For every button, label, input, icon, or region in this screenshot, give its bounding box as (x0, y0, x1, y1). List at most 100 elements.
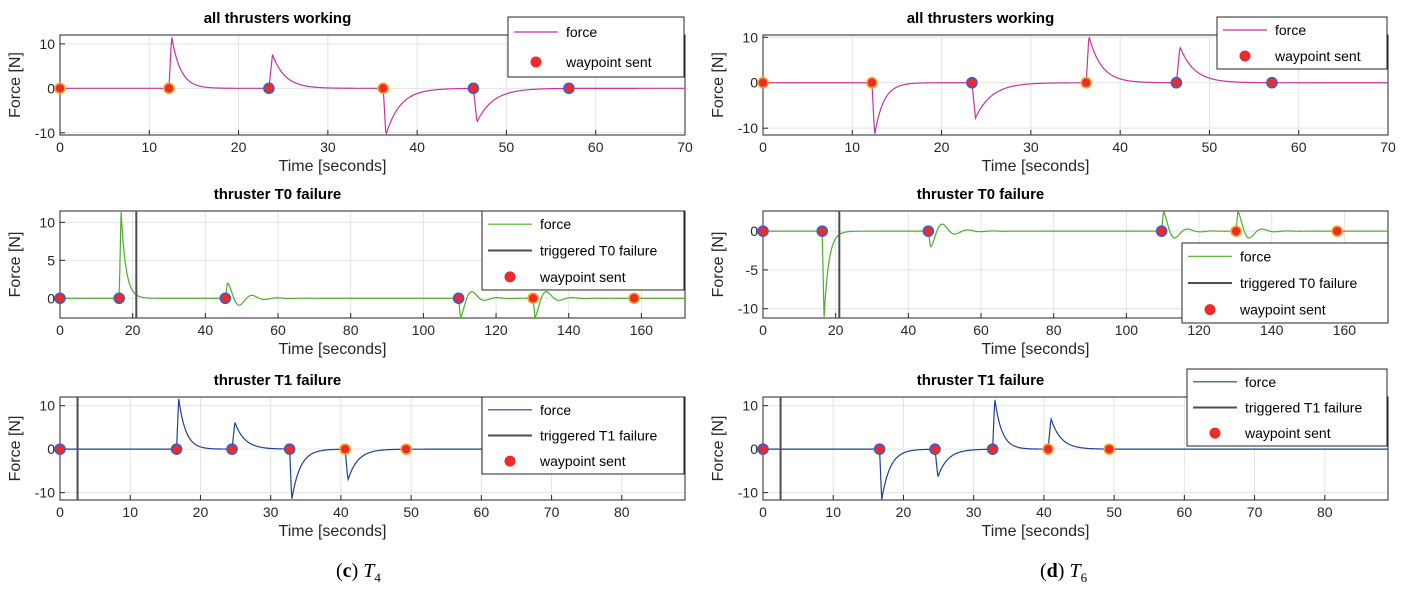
legend-label: force (540, 402, 571, 418)
waypoint-marker (1103, 443, 1116, 455)
legend: force waypoint sent (507, 16, 685, 78)
legend-label: waypoint sent (1239, 302, 1326, 318)
x-tick-label: 60 (270, 322, 286, 338)
waypoint-marker (54, 82, 66, 95)
x-tick-label: 30 (320, 139, 336, 155)
x-tick-label: 40 (333, 504, 349, 520)
y-tick-label: 0 (750, 223, 758, 239)
x-tick-label: 60 (973, 322, 989, 338)
x-tick-label: 50 (1202, 139, 1218, 155)
legend: force triggered T0 failure waypoint sent (481, 210, 685, 291)
x-tick-label: 70 (677, 139, 693, 155)
waypoint-marker (1331, 225, 1343, 237)
y-tick-label: -10 (35, 485, 55, 501)
x-tick-label: 60 (588, 139, 604, 155)
legend-label: force (540, 216, 571, 232)
x-tick-label: 60 (474, 504, 490, 520)
x-tick-label: 40 (901, 322, 917, 338)
legend: force triggered T1 failure waypoint sent (1186, 368, 1388, 447)
y-tick-label: 0 (750, 75, 758, 91)
y-axis-label: Force [N] (710, 52, 727, 118)
y-axis-label: Force [N] (710, 416, 727, 482)
x-axis-label: Time [seconds] (982, 158, 1090, 175)
y-tick-label: 10 (742, 398, 758, 414)
x-tick-label: 0 (56, 504, 64, 520)
y-tick-label: -10 (35, 125, 55, 141)
x-tick-label: 10 (844, 139, 860, 155)
x-tick-label: 70 (1380, 139, 1396, 155)
legend: force triggered T1 failure waypoint sent (481, 396, 685, 475)
x-tick-label: 80 (1317, 504, 1333, 520)
legend-label: force (566, 24, 597, 40)
waypoint-marker (170, 443, 183, 455)
y-tick-label: -10 (738, 120, 758, 136)
x-tick-label: 50 (1106, 504, 1122, 520)
x-axis-label: Time [seconds] (279, 158, 387, 175)
waypoint-marker (527, 292, 539, 305)
legend-label: waypoint sent (1274, 48, 1361, 64)
waypoint-marker (986, 443, 999, 455)
waypoint-marker (966, 76, 978, 89)
legend-label: triggered T0 failure (540, 243, 657, 259)
x-tick-label: 100 (1115, 322, 1139, 338)
x-tick-label: 0 (759, 322, 767, 338)
legend-marker-swatch (1204, 304, 1216, 316)
x-tick-label: 60 (1291, 139, 1307, 155)
x-tick-label: 10 (141, 139, 157, 155)
waypoint-marker (54, 292, 66, 305)
caption-c: (c) T4 (336, 560, 381, 585)
legend: force waypoint sent (1216, 16, 1388, 70)
x-axis-label: Time [seconds] (982, 341, 1090, 358)
waypoint-marker (163, 82, 175, 95)
y-tick-label: -5 (746, 262, 759, 278)
y-tick-label: 0 (47, 290, 55, 306)
legend-label: waypoint sent (565, 54, 652, 70)
waypoint-marker (339, 443, 351, 455)
plot-area (59, 210, 686, 319)
y-tick-label: 10 (39, 214, 55, 230)
x-tick-label: 30 (966, 504, 982, 520)
waypoint-marker (922, 225, 935, 237)
x-tick-label: 160 (1333, 322, 1357, 338)
x-tick-label: 10 (825, 504, 841, 520)
y-tick-label: 10 (39, 36, 55, 52)
waypoint-marker (283, 443, 296, 455)
waypoint-marker (400, 443, 413, 455)
waypoint-marker (1230, 225, 1242, 237)
x-tick-label: 40 (1036, 504, 1052, 520)
x-axis-label: Time [seconds] (982, 523, 1090, 540)
x-tick-label: 80 (1046, 322, 1062, 338)
x-tick-label: 140 (1260, 322, 1284, 338)
x-tick-label: 0 (56, 322, 64, 338)
x-tick-label: 70 (1247, 504, 1263, 520)
waypoint-marker (1266, 76, 1278, 89)
waypoint-marker (452, 292, 465, 305)
waypoint-marker (757, 443, 769, 455)
x-tick-label: 0 (56, 139, 64, 155)
y-axis-label: Force [N] (7, 52, 24, 118)
waypoint-marker (1042, 443, 1054, 455)
waypoint-marker (873, 443, 886, 455)
waypoint-marker (816, 225, 829, 237)
y-tick-label: 10 (742, 29, 758, 45)
y-tick-label: -10 (738, 485, 758, 501)
x-tick-label: 70 (544, 504, 560, 520)
waypoint-marker (1080, 76, 1093, 89)
y-axis-label: Force [N] (710, 232, 727, 298)
waypoint-marker (263, 82, 275, 95)
x-tick-label: 80 (343, 322, 359, 338)
x-tick-label: 0 (759, 139, 767, 155)
x-tick-label: 120 (484, 322, 508, 338)
y-axis-label: Force [N] (7, 416, 24, 482)
force-series-line (60, 212, 685, 321)
x-tick-label: 30 (1023, 139, 1039, 155)
waypoint-marker (113, 292, 126, 305)
chart-title: thruster T1 failure (214, 372, 342, 389)
waypoint-marker (628, 292, 640, 305)
waypoint-marker (377, 82, 390, 95)
y-axis-label: Force [N] (7, 232, 24, 298)
x-tick-label: 20 (193, 504, 209, 520)
legend-marker-swatch (530, 56, 542, 68)
